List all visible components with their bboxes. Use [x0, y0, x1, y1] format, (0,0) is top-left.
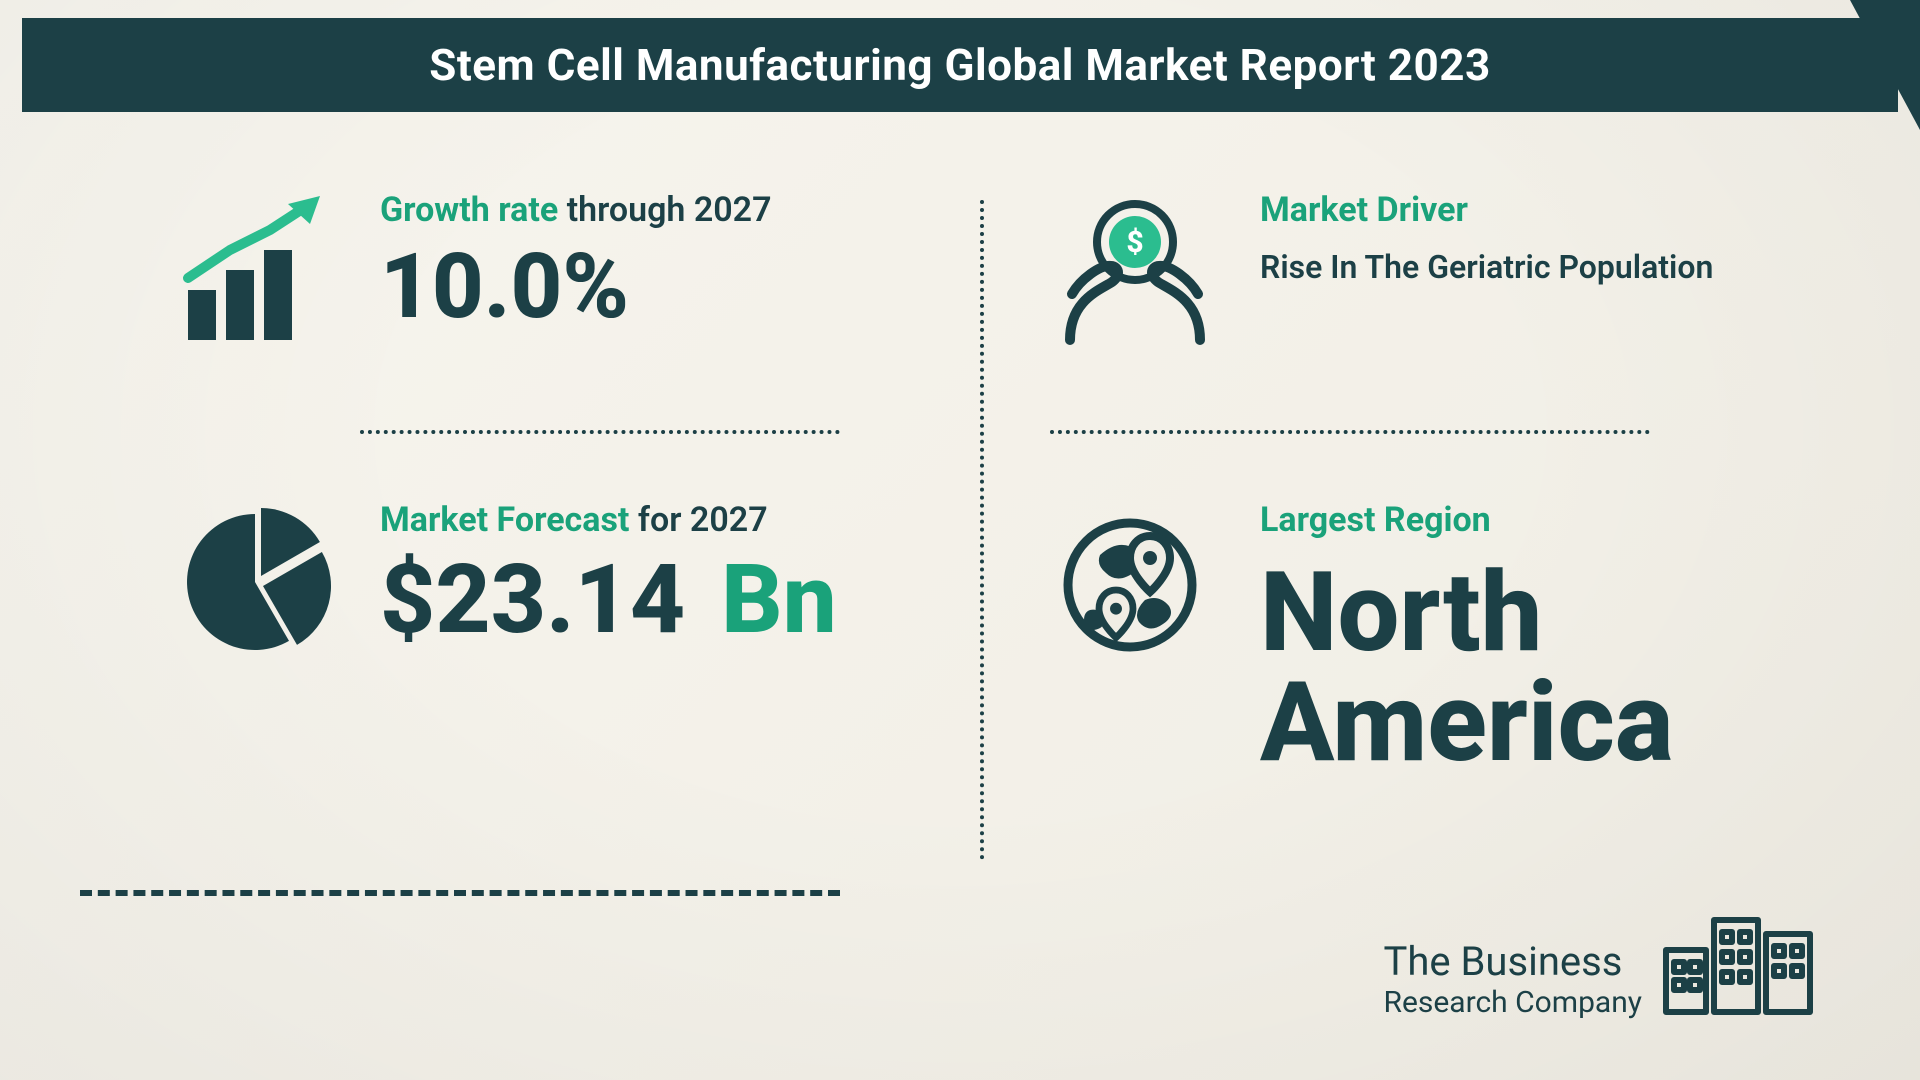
brand-line1: The Business [1383, 938, 1642, 985]
brand-buildings-icon [1660, 880, 1820, 1020]
globe-pin-icon [1050, 500, 1220, 670]
region-value: North America [1260, 558, 1830, 778]
brand-line2: Research Company [1383, 985, 1642, 1020]
pie-chart-icon [170, 500, 340, 660]
growth-value: 10.0% [380, 240, 870, 335]
money-hands-icon: $ [1050, 190, 1220, 360]
driver-block: $ Market Driver Rise In The Geriatric Po… [1050, 190, 1770, 360]
forecast-label: Market Forecast for 2027 [380, 500, 950, 540]
growth-label: Growth rate through 2027 [380, 190, 870, 230]
forecast-block: Market Forecast for 2027 $23.14 Bn [170, 500, 950, 660]
brand-text: The Business Research Company [1383, 938, 1642, 1020]
growth-block: Growth rate through 2027 10.0% [170, 190, 870, 350]
footer-dashes [80, 890, 840, 896]
growth-label-muted: through 2027 [567, 190, 772, 230]
forecast-label-muted: for 2027 [638, 500, 768, 540]
horizontal-divider-left [360, 430, 840, 434]
driver-label: Market Driver [1260, 190, 1770, 230]
forecast-label-accent: Market Forecast [380, 500, 629, 540]
growth-label-accent: Growth rate [380, 190, 558, 230]
infographic-page: Stem Cell Manufacturing Global Market Re… [0, 0, 1920, 1080]
horizontal-divider-right [1050, 430, 1650, 434]
region-value-line2: America [1260, 668, 1830, 778]
svg-text:$: $ [1126, 225, 1143, 260]
forecast-value: $23.14 Bn [380, 550, 950, 651]
brand-block: The Business Research Company [1383, 880, 1820, 1020]
region-label-accent: Largest Region [1260, 500, 1491, 540]
title-text: Stem Cell Manufacturing Global Market Re… [429, 39, 1490, 91]
driver-body: Rise In The Geriatric Population [1260, 248, 1770, 286]
growth-chart-icon [170, 190, 340, 350]
region-value-line1: North [1260, 558, 1830, 668]
region-label: Largest Region [1260, 500, 1830, 540]
title-band: Stem Cell Manufacturing Global Market Re… [22, 18, 1898, 112]
forecast-value-suffix: Bn [721, 544, 837, 656]
vertical-divider [980, 200, 984, 860]
region-block: Largest Region North America [1050, 500, 1830, 778]
forecast-value-prefix: $23.14 [380, 544, 685, 656]
driver-label-accent: Market Driver [1260, 190, 1468, 230]
